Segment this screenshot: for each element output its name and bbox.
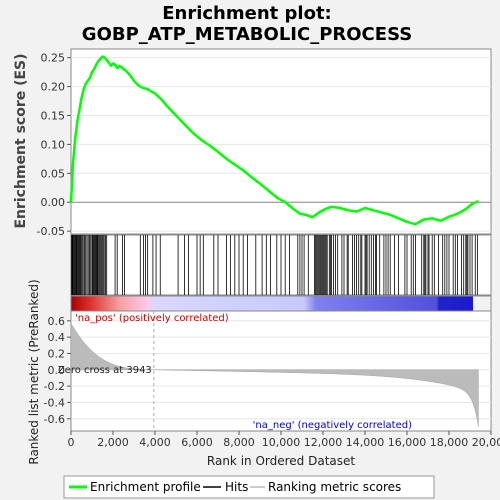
es-y-ticks: 0.25 0.20 0.15 0.10 0.05 0.00 -0.05 xyxy=(37,52,71,238)
neg-correlated-label: 'na_neg' (negatively correlated) xyxy=(253,420,412,431)
x-tick-label: 10,000 xyxy=(262,436,301,449)
x-tick-label: 6,000 xyxy=(181,436,213,449)
es-tick-label: 0.10 xyxy=(41,138,66,151)
legend-enrichment-label: Enrichment profile xyxy=(90,480,201,494)
metric-tick-label: -0.6 xyxy=(44,413,65,426)
x-tick-label: 16,000 xyxy=(388,436,427,449)
es-tick-label: 0.20 xyxy=(41,81,66,94)
x-axis-label: Rank in Ordered Dataset xyxy=(207,454,355,468)
x-tick-label: 14,000 xyxy=(346,436,385,449)
pos-correlated-label: 'na_pos' (positively correlated) xyxy=(75,313,229,324)
es-y-axis-label: Enrichment score (ES) xyxy=(13,53,29,228)
metric-tick-label: 0.2 xyxy=(48,347,66,360)
legend-ranking-label: Ranking metric scores xyxy=(268,480,401,494)
zero-cross-label: Zero cross at 3943 xyxy=(58,365,152,376)
metric-y-axis-label: Ranked list metric (PreRanked) xyxy=(27,279,41,464)
metric-tick-label: 0.6 xyxy=(48,315,66,328)
x-tick-label: 2,000 xyxy=(97,436,129,449)
es-panel xyxy=(71,49,491,234)
chart-title-line1: Enrichment plot: xyxy=(162,3,332,24)
metric-tick-label: 0.4 xyxy=(48,331,66,344)
es-tick-label: -0.05 xyxy=(37,225,65,238)
x-axis-ticks: 0 2,000 4,000 6,000 8,000 10,000 12,000 14,000 1… xyxy=(68,431,500,449)
es-tick-label: 0.05 xyxy=(41,167,66,180)
metric-tick-label: -0.2 xyxy=(44,380,65,393)
legend-hits-label: Hits xyxy=(225,480,248,494)
x-tick-label: 8,000 xyxy=(223,436,255,449)
x-tick-label: 4,000 xyxy=(139,436,171,449)
x-tick-label: 20,000 xyxy=(472,436,500,449)
x-tick-label: 0 xyxy=(68,436,75,449)
es-tick-label: 0.15 xyxy=(41,109,66,122)
es-tick-label: 0.25 xyxy=(41,52,66,65)
rank-color-bar xyxy=(71,296,473,311)
x-tick-label: 12,000 xyxy=(304,436,343,449)
es-tick-label: 0.00 xyxy=(41,196,66,209)
chart-title-line2: GOBP_ATP_METABOLIC_PROCESS xyxy=(82,24,412,45)
x-tick-label: 18,000 xyxy=(430,436,469,449)
metric-tick-label: -0.4 xyxy=(44,396,65,409)
metric-tick-label: 0.0 xyxy=(48,364,66,377)
